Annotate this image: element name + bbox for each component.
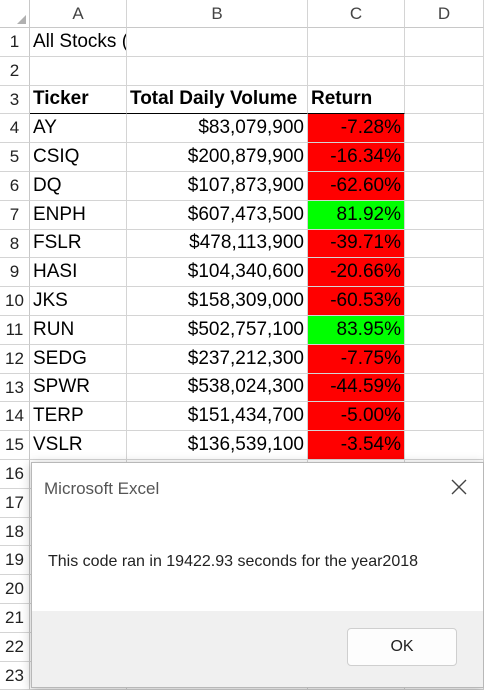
return-cell[interactable]: -5.00% bbox=[308, 402, 405, 432]
return-cell[interactable]: -7.28% bbox=[308, 114, 405, 144]
row-header[interactable]: 13 bbox=[0, 373, 30, 403]
ticker-cell[interactable]: FSLR bbox=[30, 229, 127, 259]
return-cell[interactable]: -39.71% bbox=[308, 229, 405, 259]
ticker-cell[interactable]: ENPH bbox=[30, 200, 127, 230]
row-header[interactable]: 5 bbox=[0, 143, 30, 172]
dialog-title: Microsoft Excel bbox=[44, 479, 160, 498]
select-all-triangle-icon bbox=[17, 15, 26, 24]
volume-cell[interactable]: $538,024,300 bbox=[127, 373, 308, 403]
row-header[interactable]: 21 bbox=[0, 604, 30, 633]
return-cell[interactable]: 81.92% bbox=[308, 200, 405, 230]
ticker-cell[interactable]: VSLR bbox=[30, 431, 127, 460]
row-header[interactable]: 11 bbox=[0, 316, 30, 345]
ticker-cell[interactable]: JKS bbox=[30, 287, 127, 316]
cell[interactable] bbox=[405, 258, 484, 288]
cell[interactable] bbox=[405, 85, 484, 115]
row-header[interactable]: 3 bbox=[0, 85, 30, 115]
return-cell[interactable]: -16.34% bbox=[308, 143, 405, 172]
cell[interactable] bbox=[405, 200, 484, 230]
volume-cell[interactable]: $607,473,500 bbox=[127, 200, 308, 230]
column-header-a[interactable]: A bbox=[30, 0, 127, 28]
ticker-cell[interactable]: SEDG bbox=[30, 344, 127, 374]
cell[interactable] bbox=[405, 344, 484, 374]
cell[interactable] bbox=[405, 229, 484, 259]
volume-cell[interactable]: $107,873,900 bbox=[127, 172, 308, 201]
ok-button[interactable]: OK bbox=[347, 628, 457, 666]
volume-cell[interactable]: $478,113,900 bbox=[127, 229, 308, 259]
ticker-cell[interactable]: AY bbox=[30, 114, 127, 144]
message-dialog: Microsoft Excel This code ran in 19422.9… bbox=[31, 462, 484, 688]
row-header[interactable]: 1 bbox=[0, 28, 30, 57]
row-header[interactable]: 14 bbox=[0, 402, 30, 432]
cell[interactable] bbox=[30, 56, 127, 86]
volume-cell[interactable]: $237,212,300 bbox=[127, 344, 308, 374]
dialog-footer: OK bbox=[32, 611, 483, 687]
ticker-cell[interactable]: CSIQ bbox=[30, 143, 127, 172]
volume-cell[interactable]: $502,757,100 bbox=[127, 316, 308, 345]
cell[interactable] bbox=[405, 316, 484, 345]
column-header-d[interactable]: D bbox=[405, 0, 484, 28]
return-cell[interactable]: -62.60% bbox=[308, 172, 405, 201]
ticker-cell[interactable]: RUN bbox=[30, 316, 127, 345]
dialog-message: This code ran in 19422.93 seconds for th… bbox=[48, 553, 419, 570]
column-header-c[interactable]: C bbox=[308, 0, 405, 28]
cell[interactable] bbox=[405, 172, 484, 201]
cell[interactable] bbox=[405, 373, 484, 403]
header-volume[interactable]: Total Daily Volume bbox=[127, 85, 308, 115]
header-return[interactable]: Return bbox=[308, 85, 405, 115]
cell[interactable] bbox=[308, 56, 405, 86]
return-cell[interactable]: -20.66% bbox=[308, 258, 405, 288]
row-header[interactable]: 16 bbox=[0, 460, 30, 489]
row-header[interactable]: 17 bbox=[0, 488, 30, 518]
volume-cell[interactable]: $200,879,900 bbox=[127, 143, 308, 172]
volume-cell[interactable]: $151,434,700 bbox=[127, 402, 308, 432]
ticker-cell[interactable]: SPWR bbox=[30, 373, 127, 403]
row-header[interactable]: 4 bbox=[0, 114, 30, 144]
close-icon[interactable] bbox=[447, 475, 471, 499]
row-header[interactable]: 8 bbox=[0, 229, 30, 259]
cell[interactable] bbox=[405, 143, 484, 172]
cell[interactable] bbox=[127, 28, 308, 57]
row-header[interactable]: 10 bbox=[0, 287, 30, 316]
cell[interactable] bbox=[308, 28, 405, 57]
row-header[interactable]: 7 bbox=[0, 200, 30, 230]
volume-cell[interactable]: $136,539,100 bbox=[127, 431, 308, 460]
row-header[interactable]: 2 bbox=[0, 56, 30, 86]
volume-cell[interactable]: $83,079,900 bbox=[127, 114, 308, 144]
header-ticker[interactable]: Ticker bbox=[30, 85, 127, 115]
column-header-b[interactable]: B bbox=[127, 0, 308, 28]
row-header[interactable]: 22 bbox=[0, 632, 30, 662]
ticker-cell[interactable]: HASI bbox=[30, 258, 127, 288]
select-all-corner[interactable] bbox=[0, 0, 30, 28]
cell[interactable] bbox=[405, 431, 484, 460]
volume-cell[interactable]: $158,309,000 bbox=[127, 287, 308, 316]
row-header[interactable]: 19 bbox=[0, 546, 30, 576]
cell[interactable] bbox=[127, 56, 308, 86]
return-cell[interactable]: -7.75% bbox=[308, 344, 405, 374]
ticker-cell[interactable]: TERP bbox=[30, 402, 127, 432]
cell[interactable] bbox=[405, 28, 484, 57]
return-cell[interactable]: 83.95% bbox=[308, 316, 405, 345]
row-header[interactable]: 12 bbox=[0, 344, 30, 374]
row-header[interactable]: 6 bbox=[0, 172, 30, 201]
row-header[interactable]: 20 bbox=[0, 575, 30, 604]
row-header[interactable]: 18 bbox=[0, 517, 30, 547]
row-header[interactable]: 15 bbox=[0, 431, 30, 460]
cell[interactable] bbox=[405, 402, 484, 432]
row-header[interactable]: 23 bbox=[0, 661, 30, 690]
sheet-title-cell[interactable]: All Stocks (2018) bbox=[30, 28, 127, 57]
row-header[interactable]: 9 bbox=[0, 258, 30, 288]
cell[interactable] bbox=[405, 56, 484, 86]
return-cell[interactable]: -44.59% bbox=[308, 373, 405, 403]
return-cell[interactable]: -60.53% bbox=[308, 287, 405, 316]
volume-cell[interactable]: $104,340,600 bbox=[127, 258, 308, 288]
cell[interactable] bbox=[405, 287, 484, 316]
return-cell[interactable]: -3.54% bbox=[308, 431, 405, 460]
ticker-cell[interactable]: DQ bbox=[30, 172, 127, 201]
cell[interactable] bbox=[405, 114, 484, 144]
